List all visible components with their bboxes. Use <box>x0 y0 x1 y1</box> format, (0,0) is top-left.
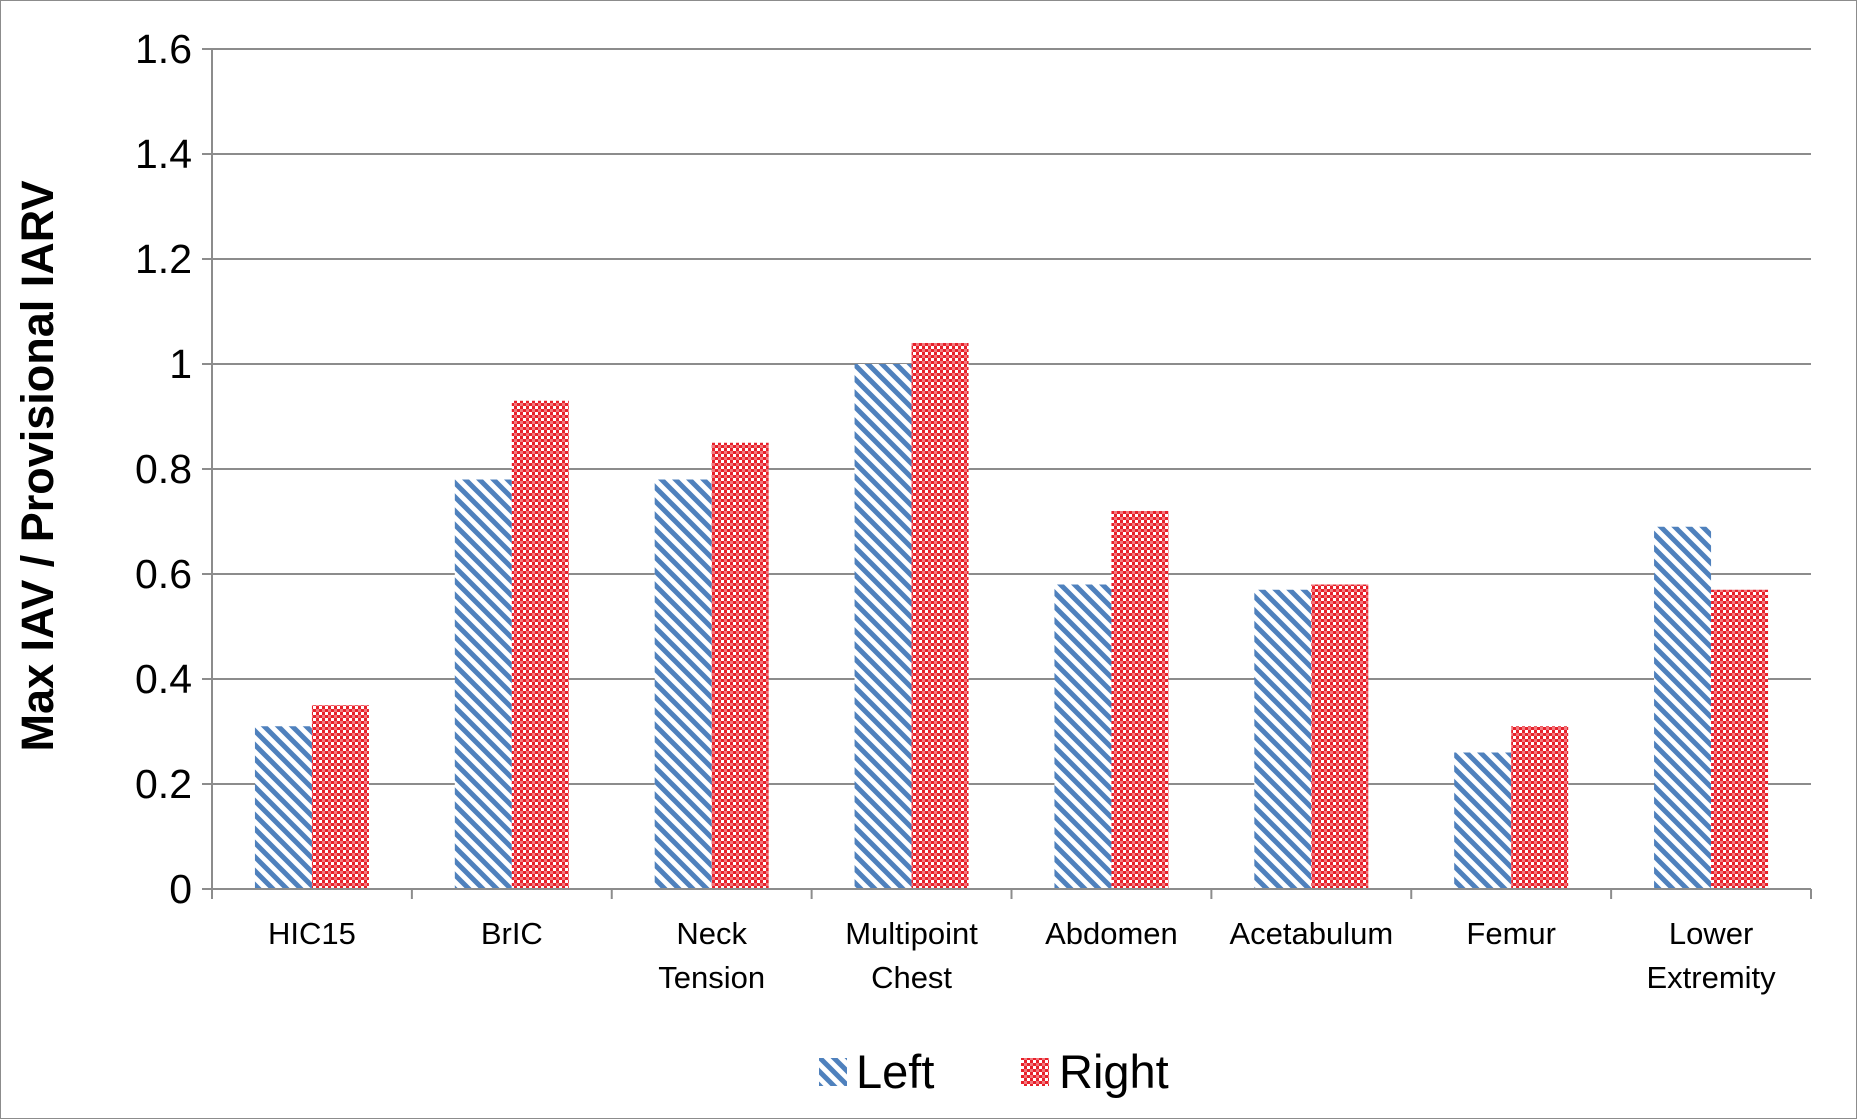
bar-left <box>454 479 512 889</box>
y-tick-label: 1.6 <box>135 26 192 72</box>
y-tick-label: 0.6 <box>135 551 192 597</box>
legend: Left Right <box>819 1045 1169 1098</box>
x-category-label: Tension <box>658 960 765 995</box>
x-category-label: Acetabulum <box>1229 916 1393 951</box>
y-tick-label: 1.2 <box>135 236 192 282</box>
legend-swatch-left <box>819 1058 847 1086</box>
bar-left <box>254 726 312 889</box>
bar-left <box>854 364 912 889</box>
bar-left <box>1454 752 1512 889</box>
bar-left <box>1654 526 1712 889</box>
bars <box>254 343 1769 889</box>
bar-right <box>1711 589 1769 889</box>
legend-label-right: Right <box>1059 1045 1169 1098</box>
x-category-label: Multipoint <box>845 916 978 951</box>
x-category-label: Chest <box>871 960 952 995</box>
bar-left <box>1254 589 1312 889</box>
x-category-label: HIC15 <box>268 916 356 951</box>
y-tick-label: 0.2 <box>135 761 192 807</box>
x-category-label: Extremity <box>1646 960 1776 995</box>
bar-right <box>1511 726 1569 889</box>
bar-right <box>511 400 569 889</box>
tick-labels: 0 0.2 0.4 0.6 0.8 1 1.2 1.4 1.6 HIC15 BrIC Neck Tens… <box>135 26 1776 995</box>
x-category-label: Neck <box>676 916 747 951</box>
bar-left <box>1054 584 1112 889</box>
bar-right <box>711 442 769 889</box>
y-tick-label: 1 <box>169 341 192 387</box>
axes <box>202 48 1812 899</box>
y-tick-label: 0.8 <box>135 446 192 492</box>
gridlines <box>212 48 1811 785</box>
bar-right <box>911 343 969 889</box>
bar-right <box>1311 584 1369 889</box>
legend-swatch-right <box>1021 1058 1049 1086</box>
y-tick-label: 0.4 <box>135 656 192 702</box>
x-category-label: BrIC <box>481 916 543 951</box>
bar-right <box>1111 511 1169 889</box>
y-tick-label: 1.4 <box>135 131 192 177</box>
bar-left <box>654 479 712 889</box>
bar-right <box>311 705 369 889</box>
x-category-label: Abdomen <box>1045 916 1178 951</box>
x-category-label: Lower <box>1669 916 1753 951</box>
legend-label-left: Left <box>856 1045 934 1098</box>
x-category-label: Femur <box>1466 916 1556 951</box>
y-axis-title: Max IAV / Provisional IARV <box>12 180 63 751</box>
y-tick-label: 0 <box>169 866 192 912</box>
